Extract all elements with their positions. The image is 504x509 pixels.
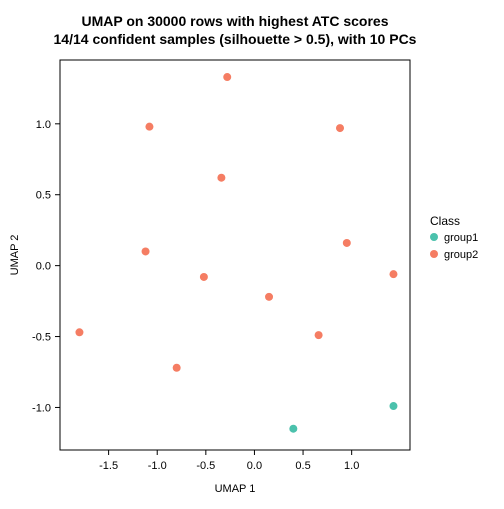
data-point (265, 293, 273, 301)
legend-item-label: group2 (444, 249, 478, 261)
y-tick-label: -1.0 (32, 402, 51, 414)
data-point (145, 123, 153, 131)
chart-title-line1: UMAP on 30000 rows with highest ATC scor… (81, 13, 388, 29)
x-tick-label: -1.0 (148, 460, 167, 472)
y-axis-label: UMAP 2 (9, 235, 21, 276)
chart-background (0, 0, 504, 504)
y-tick-label: -0.5 (32, 332, 51, 344)
data-point (223, 73, 231, 81)
umap-scatter-plot: -1.5 -1.0 -0.5 0.0 0.5 1.0 -1.0 -0.5 0.0 0.5 1.0 UM… (0, 0, 504, 504)
data-point (173, 364, 181, 372)
x-tick-label: 0.0 (247, 460, 262, 472)
legend-swatch (430, 250, 438, 258)
data-point (336, 124, 344, 132)
data-point (315, 331, 323, 339)
x-axis-label: UMAP 1 (215, 483, 256, 495)
data-point (142, 247, 150, 255)
data-point (389, 270, 397, 278)
data-point (389, 402, 397, 410)
x-tick-label: -0.5 (196, 460, 215, 472)
data-point (200, 273, 208, 281)
legend-item-label: group1 (444, 232, 478, 244)
data-point (343, 239, 351, 247)
y-tick-label: 0.5 (36, 190, 51, 202)
data-point (75, 328, 83, 336)
x-tick-label: 1.0 (344, 460, 359, 472)
y-tick-label: 0.0 (36, 261, 51, 273)
legend-title: Class (430, 214, 460, 228)
x-tick-label: -1.5 (99, 460, 118, 472)
data-point (217, 174, 225, 182)
data-point (289, 425, 297, 433)
chart-title-line2: 14/14 confident samples (silhouette > 0.… (54, 31, 417, 47)
y-tick-label: 1.0 (36, 119, 51, 131)
legend-swatch (430, 233, 438, 241)
x-tick-label: 0.5 (295, 460, 310, 472)
